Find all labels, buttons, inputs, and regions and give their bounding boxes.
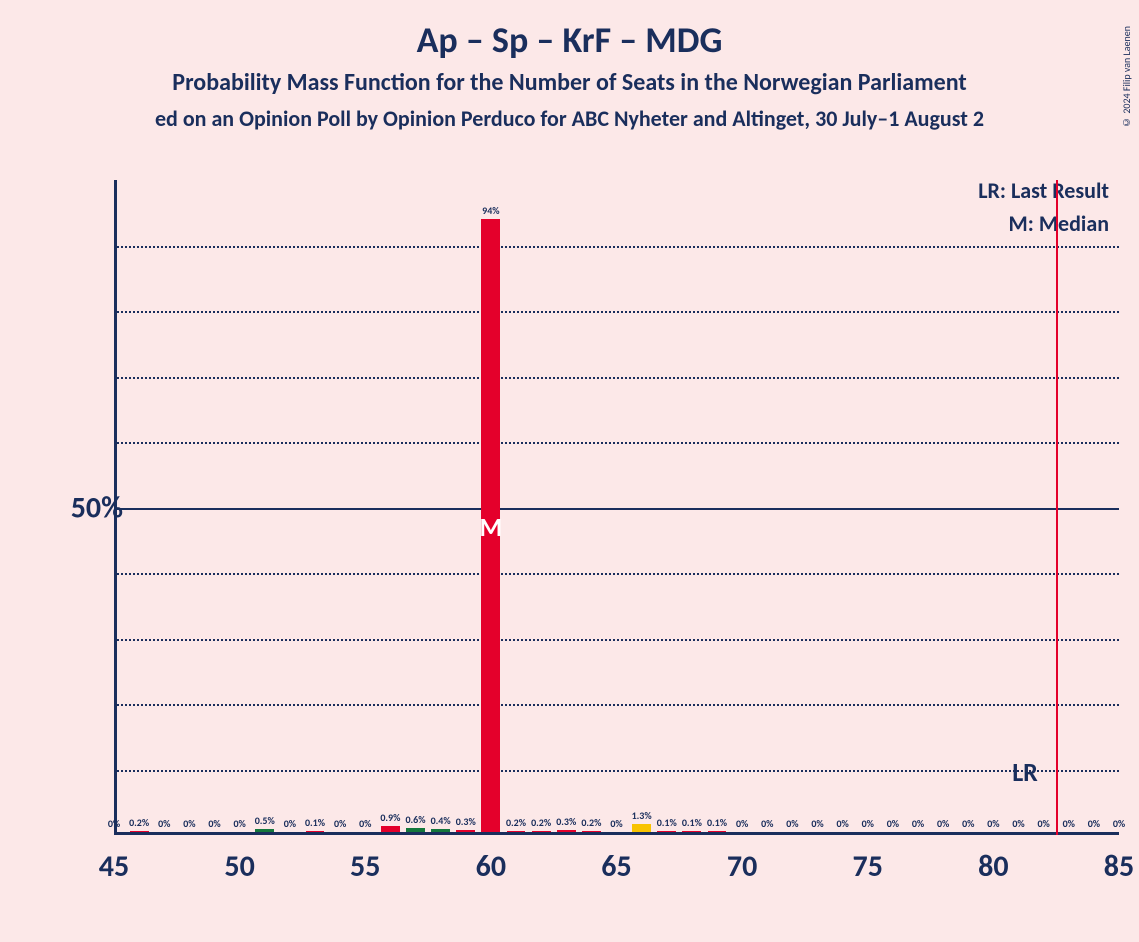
- bar-value-label: 0%: [912, 817, 924, 830]
- gridline: [114, 508, 1119, 510]
- bar-value-label: 0%: [987, 817, 999, 830]
- bar-value-label: 0%: [811, 817, 823, 830]
- y-tick-label: 50%: [71, 489, 123, 526]
- x-tick-label: 85: [1104, 848, 1134, 885]
- median-marker: M: [480, 511, 503, 543]
- x-tick-label: 50: [224, 848, 254, 885]
- bar-value-label: 0.2%: [531, 816, 551, 829]
- copyright-text: © 2024 Filip van Laenen: [1120, 26, 1133, 129]
- bar-value-label: 0%: [887, 817, 899, 830]
- bar-value-label: 0%: [937, 817, 949, 830]
- bar-value-label: 0%: [836, 817, 848, 830]
- x-tick-label: 60: [476, 848, 506, 885]
- bar: [557, 830, 576, 832]
- bar: [456, 830, 475, 832]
- bar-value-label: 0.2%: [129, 816, 149, 829]
- bar-value-label: 0%: [108, 817, 120, 830]
- bar-value-label: 0.3%: [556, 815, 576, 828]
- gridline: [114, 639, 1119, 641]
- bar-value-label: 0.2%: [506, 816, 526, 829]
- bar-value-label: 0.1%: [682, 816, 702, 829]
- bar-value-label: 0%: [862, 817, 874, 830]
- bar-value-label: 0%: [786, 817, 798, 830]
- bar-value-label: 0%: [334, 817, 346, 830]
- bar-value-label: 0%: [359, 817, 371, 830]
- bar: [507, 831, 526, 832]
- bar: [632, 824, 651, 832]
- x-tick-label: 65: [601, 848, 631, 885]
- gridline: [114, 704, 1119, 706]
- bar-value-label: 94%: [482, 204, 499, 217]
- bar: [306, 831, 325, 832]
- bar-value-label: 0.9%: [380, 811, 400, 824]
- bar: [657, 831, 676, 832]
- bar-value-label: 0%: [1037, 817, 1049, 830]
- bar-value-label: 0%: [183, 817, 195, 830]
- gridline: [114, 573, 1119, 575]
- bar-value-label: 0%: [1063, 817, 1075, 830]
- bar-value-label: 0.1%: [657, 816, 677, 829]
- bar: [682, 831, 701, 832]
- x-tick-label: 80: [978, 848, 1008, 885]
- bar-value-label: 0%: [962, 817, 974, 830]
- bar-value-label: 0%: [761, 817, 773, 830]
- bar-value-label: 0.4%: [431, 814, 451, 827]
- bar-value-label: 0%: [233, 817, 245, 830]
- bar-value-label: 0.1%: [707, 816, 727, 829]
- bar-value-label: 0%: [1088, 817, 1100, 830]
- lr-line: [1056, 180, 1058, 835]
- chart-subtitle: Probability Mass Function for the Number…: [0, 68, 1139, 97]
- x-tick-label: 75: [853, 848, 883, 885]
- gridline: [114, 311, 1119, 313]
- bar-value-label: 1.3%: [632, 809, 652, 822]
- bar: [381, 826, 400, 832]
- bar-value-label: 0.6%: [405, 813, 425, 826]
- bar-value-label: 0%: [208, 817, 220, 830]
- x-tick-label: 70: [727, 848, 757, 885]
- plot-area: 455055606570758085LR0%0.2%0%0%0%0%0.5%0%…: [114, 180, 1119, 835]
- chart-title: Ap – Sp – KrF – MDG: [0, 18, 1139, 62]
- bar-value-label: 0%: [158, 817, 170, 830]
- gridline: [114, 770, 1119, 772]
- gridline: [114, 246, 1119, 248]
- bar: [582, 831, 601, 832]
- bar-value-label: 0.5%: [255, 814, 275, 827]
- bar-value-label: 0%: [1012, 817, 1024, 830]
- gridline: [114, 442, 1119, 444]
- x-tick-label: 45: [99, 848, 129, 885]
- bar-value-label: 0%: [1113, 817, 1125, 830]
- x-tick-label: 55: [350, 848, 380, 885]
- bar-value-label: 0%: [610, 817, 622, 830]
- bar: [255, 829, 274, 832]
- bar-value-label: 0.1%: [305, 816, 325, 829]
- bar: [532, 831, 551, 832]
- bar: [431, 829, 450, 832]
- bar-value-label: 0.2%: [581, 816, 601, 829]
- chart-source-line: ed on an Opinion Poll by Opinion Perduco…: [0, 105, 1139, 132]
- bar-value-label: 0%: [736, 817, 748, 830]
- lr-label: LR: [1012, 756, 1038, 788]
- bar: [130, 831, 149, 832]
- gridline: [114, 377, 1119, 379]
- bar-value-label: 0%: [284, 817, 296, 830]
- bar: [406, 828, 425, 832]
- x-axis: [114, 832, 1119, 835]
- bar-value-label: 0.3%: [456, 815, 476, 828]
- bar: [708, 831, 727, 832]
